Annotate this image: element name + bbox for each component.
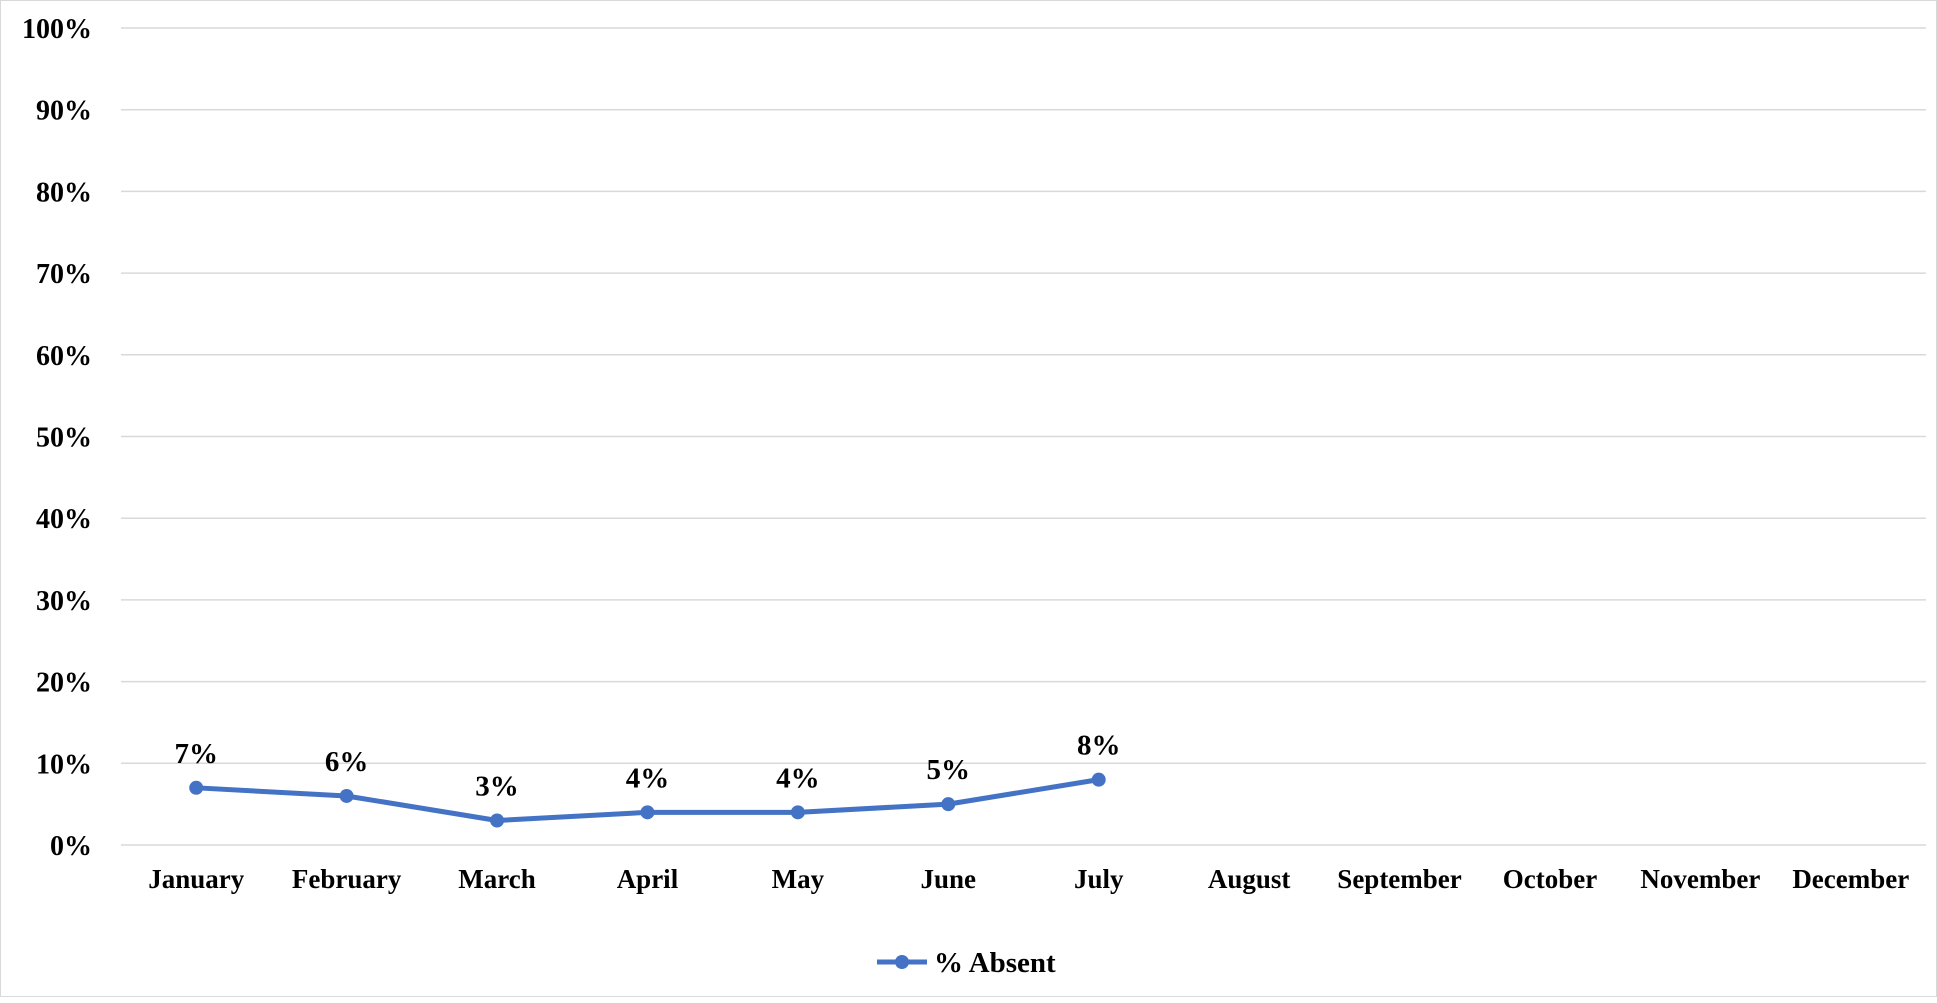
y-tick-label: 20% <box>36 668 92 699</box>
y-tick-label: 70% <box>36 259 92 290</box>
data-label: 5% <box>927 754 971 786</box>
y-tick-label: 60% <box>36 341 92 372</box>
x-tick-label: August <box>1208 864 1291 894</box>
x-tick-label: July <box>1074 864 1124 894</box>
x-tick-label: March <box>458 864 535 894</box>
y-tick-label: 40% <box>36 504 92 535</box>
gridlines <box>121 27 1926 846</box>
y-axis-ticks: 0% 10% 20% 30% 40% 50% 60% 70% 80% 90% 100% <box>22 14 92 862</box>
legend: % Absent <box>877 947 1056 979</box>
x-tick-label: September <box>1337 864 1461 894</box>
data-labels: 7% 6% 3% 4% 4% 5% 8% <box>174 730 1120 803</box>
x-tick-label: November <box>1640 864 1760 894</box>
y-tick-label: 30% <box>36 586 92 617</box>
data-label: 7% <box>174 738 218 770</box>
legend-series-label: % Absent <box>934 947 1056 979</box>
y-tick-label: 0% <box>50 831 92 862</box>
data-label: 3% <box>475 770 519 802</box>
data-point <box>790 805 805 820</box>
data-point <box>1091 772 1106 787</box>
y-tick-label: 50% <box>36 423 92 454</box>
data-point <box>490 813 505 828</box>
y-tick-label: 10% <box>36 749 92 780</box>
data-point <box>189 780 204 795</box>
data-label: 8% <box>1077 730 1121 762</box>
x-axis-ticks: January February March April May June July Augu… <box>148 864 1909 894</box>
data-point <box>640 805 655 820</box>
data-point <box>941 797 956 812</box>
data-label: 4% <box>626 762 670 794</box>
x-tick-label: December <box>1792 864 1909 894</box>
x-tick-label: April <box>617 864 679 894</box>
legend-series-marker <box>895 955 909 969</box>
data-label: 4% <box>776 762 820 794</box>
x-tick-label: October <box>1503 864 1597 894</box>
data-label: 6% <box>325 746 369 778</box>
x-tick-label: June <box>921 864 977 894</box>
y-tick-label: 100% <box>22 14 92 45</box>
x-tick-label: January <box>148 864 245 894</box>
y-tick-label: 80% <box>36 177 92 208</box>
series-line-layer <box>189 772 1106 828</box>
data-point <box>339 788 354 803</box>
x-tick-label: February <box>292 864 402 894</box>
x-tick-label: May <box>772 864 825 894</box>
y-tick-label: 90% <box>36 96 92 127</box>
